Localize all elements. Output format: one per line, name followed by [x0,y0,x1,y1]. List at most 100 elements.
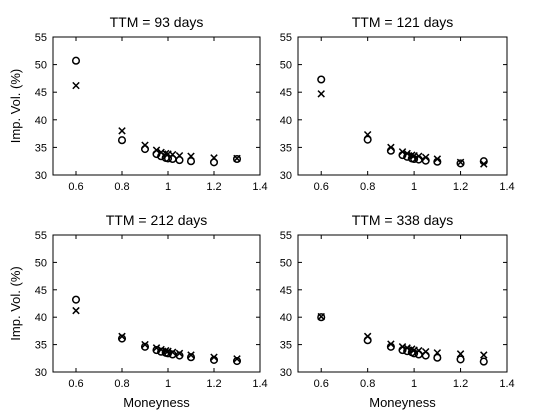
data-point-o [421,156,430,165]
data-point-o [479,357,488,366]
plot-area [52,36,261,176]
data-point-o [410,154,419,164]
x-tick-label: 1.2 [206,378,221,390]
data-point-o [433,353,442,362]
y-tick-label: 55 [35,230,47,242]
x-tick-label: 1.2 [453,378,468,390]
x-tick-label: 1 [411,181,417,193]
x-axis-label: Moneyness [369,395,436,410]
y-axis-label: Imp. Vol. (%) [8,266,23,340]
data-point-o [163,349,173,358]
data-point-o [317,313,326,322]
x-tick-label: 0.8 [114,181,129,193]
data-point-o [140,145,150,154]
x-tick-label: 0.6 [314,378,329,390]
data-point-o [209,355,219,364]
data-point-o [117,136,127,145]
x-tick-label: 1.4 [499,181,514,193]
x-tick-label: 1 [165,181,171,193]
x-tick-label: 0.6 [68,181,83,193]
plot-area [52,234,261,373]
data-point-x [141,340,149,349]
x-tick-label: 1.4 [499,378,514,390]
y-tick-label: 35 [280,142,292,154]
data-point-o [140,342,150,351]
plot-area [297,234,508,373]
data-point-x [187,351,195,359]
x-tick-label: 0.6 [314,181,329,193]
y-axis-label: Imp. Vol. (%) [8,69,23,143]
data-point-o [163,154,173,163]
panel-2: TTM = 121 days 0.6 0.8 1 1.2 1.4 30 35 40 45 50 55 [280,14,515,193]
y-tick-label: 55 [35,32,47,44]
data-point-x [480,351,488,359]
y-tick-label: 45 [35,87,47,99]
data-point-o [157,152,166,161]
data-point-o [175,156,184,165]
x-tick-label: 0.8 [360,181,375,193]
x-tick-label: 1.4 [252,378,267,390]
y-tick-label: 55 [280,230,292,242]
y-tick-label: 30 [280,367,292,379]
y-tick-label: 45 [280,87,292,99]
x-tick-label: 1 [411,378,417,390]
data-point-o [209,158,219,167]
y-tick-label: 40 [280,115,292,127]
data-point-o [71,295,81,304]
data-point-x [118,127,126,135]
panel-1: TTM = 93 days 0.6 0.8 1 1.2 1.4 30 35 40 45 50 55 Im… [8,14,268,193]
data-point-x [175,349,184,358]
data-point-o [152,346,161,355]
y-tick-label: 55 [280,32,292,44]
y-tick-label: 45 [35,285,47,297]
data-point-x [72,306,80,315]
y-tick-label: 50 [35,257,47,269]
data-point-o [386,146,395,155]
data-point-o [232,154,242,164]
data-point-x [72,81,80,90]
panel-3: TTM = 212 days 0.6 0.8 1 1.2 1.4 30 35 40 45 50 55 M… [8,212,268,410]
x-axis-label: Moneyness [123,395,190,410]
y-tick-label: 30 [35,170,47,182]
data-point-o [456,355,465,364]
x-tick-label: 0.8 [360,378,375,390]
y-tick-label: 30 [35,367,47,379]
data-point-o [363,336,372,345]
x-tick-label: 1.2 [453,181,468,193]
panel-title: TTM = 121 days [352,14,454,30]
y-tick-label: 50 [280,257,292,269]
y-tick-label: 40 [35,312,47,324]
y-tick-label: 50 [35,60,47,72]
panel-title: TTM = 338 days [352,212,454,228]
panel-title: TTM = 93 days [110,14,204,30]
y-tick-label: 35 [280,340,292,352]
data-point-o [398,151,407,160]
data-point-x [317,90,325,98]
data-point-o [363,135,372,144]
x-tick-label: 0.8 [114,378,129,390]
data-point-o [186,353,196,362]
data-point-o [433,157,442,166]
data-point-o [232,356,242,366]
data-point-o [186,157,196,166]
data-point-o [386,342,395,351]
x-tick-label: 1.4 [252,181,267,193]
data-point-o [421,351,430,360]
y-tick-label: 50 [280,60,292,72]
data-point-o [152,149,161,159]
y-tick-label: 30 [280,170,292,182]
data-point-o [410,349,419,358]
data-point-o [175,351,184,360]
plot-area [297,36,508,176]
x-tick-label: 0.6 [68,378,83,390]
y-tick-label: 35 [35,340,47,352]
x-tick-label: 1.2 [206,181,221,193]
data-point-o [71,56,81,65]
panel-4: TTM = 338 days 0.6 0.8 1 1.2 1.4 30 35 40 45 50 55 M… [280,212,515,410]
y-tick-label: 35 [35,142,47,154]
data-point-x [118,332,126,341]
data-point-o [403,152,412,161]
data-point-o [398,346,407,355]
y-tick-label: 45 [280,285,292,297]
